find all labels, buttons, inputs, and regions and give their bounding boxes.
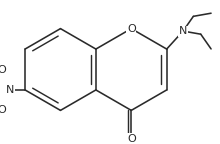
Text: O: O: [0, 65, 7, 74]
Text: O: O: [0, 105, 7, 115]
Text: O: O: [127, 134, 136, 144]
Text: N: N: [6, 85, 15, 95]
Text: N: N: [179, 26, 187, 36]
Text: O: O: [127, 24, 136, 34]
